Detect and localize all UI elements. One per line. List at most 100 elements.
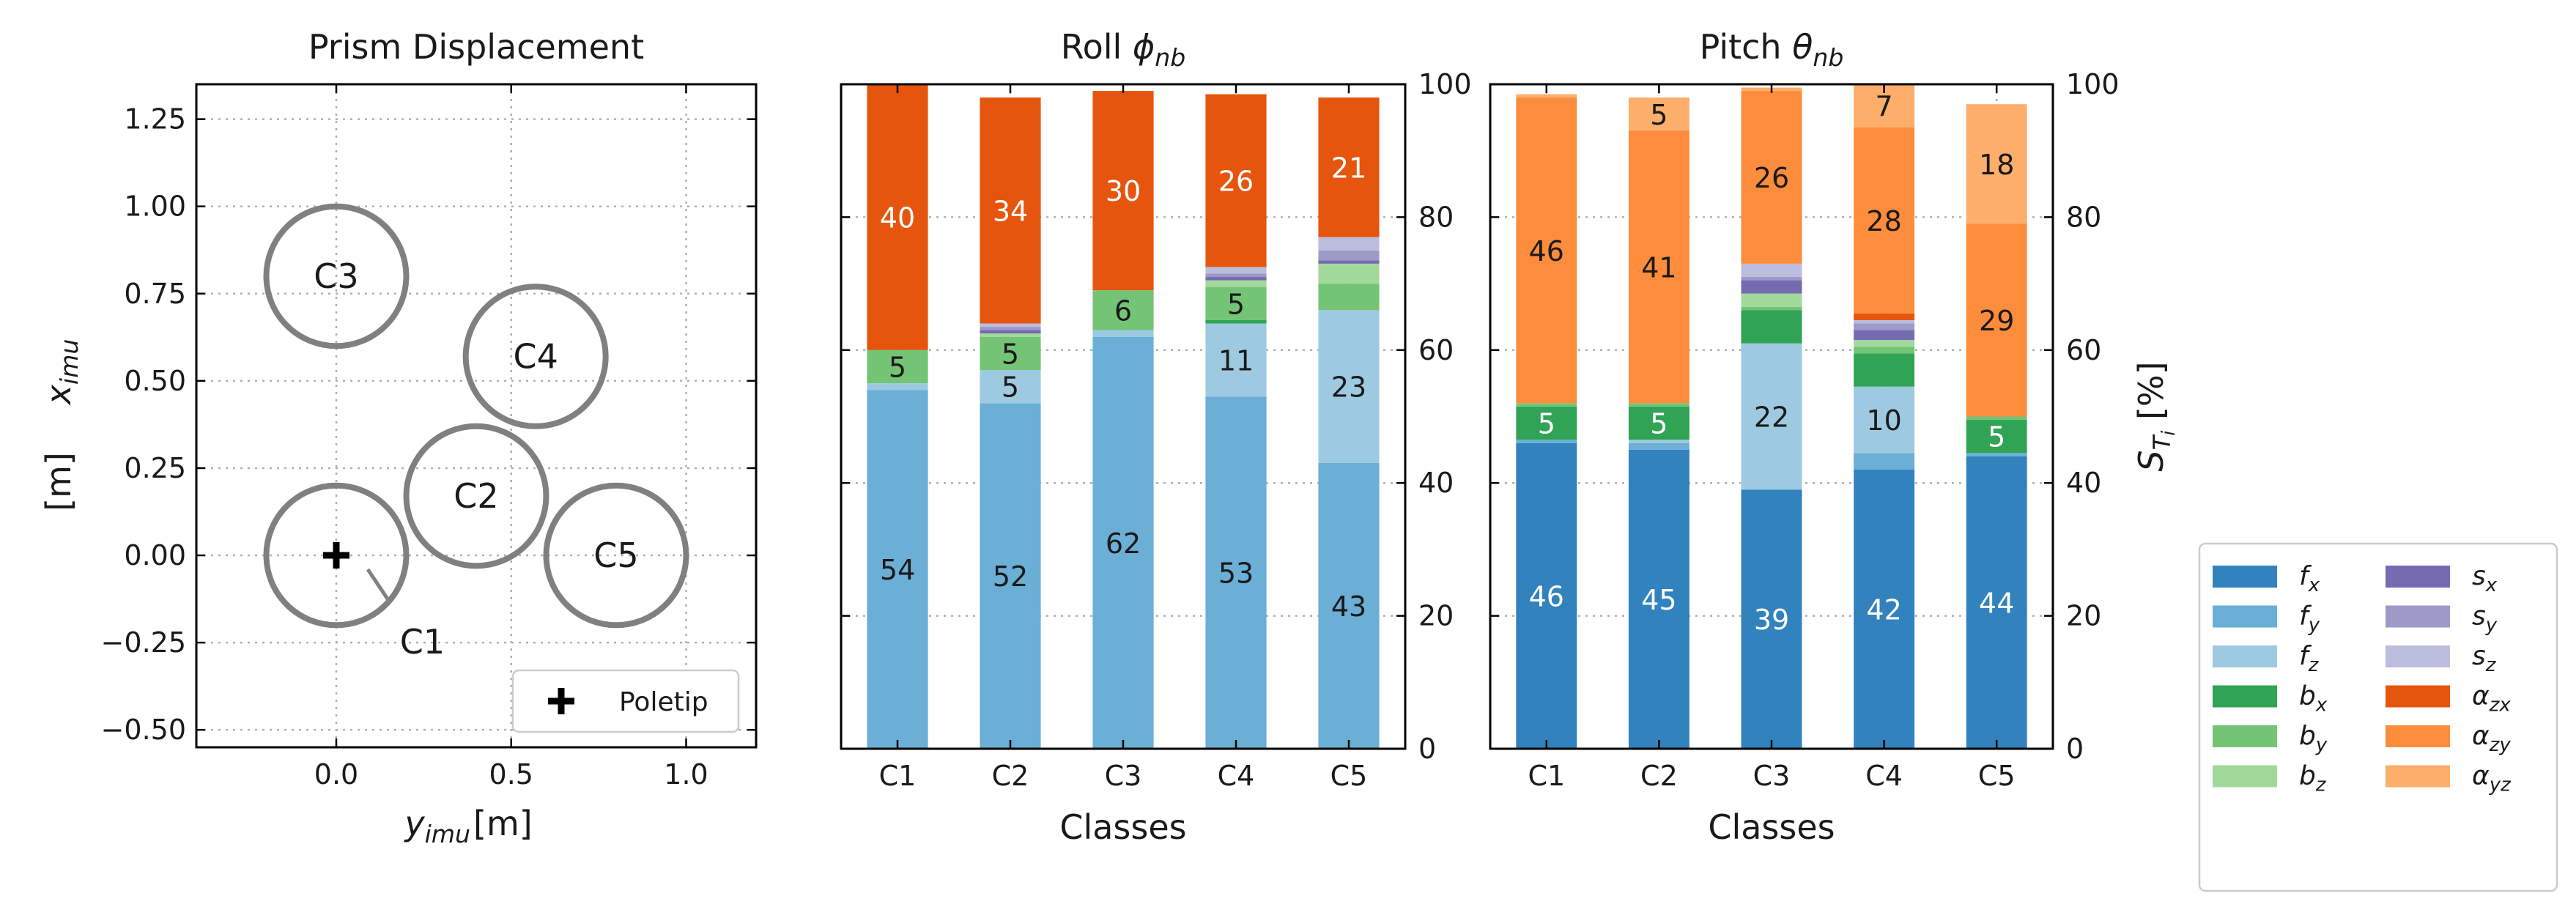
y-axis-label: STi [%] <box>2131 361 2179 471</box>
bar-label-alpha_yz-c2: 5 <box>1650 99 1668 131</box>
x-tick-label: 0.5 <box>489 758 533 791</box>
legend-swatch-b-y <box>2213 725 2277 747</box>
bar-f_y-c1 <box>1516 440 1577 443</box>
legend-box <box>2198 542 2558 892</box>
bar-alpha_zx-c1 <box>867 84 928 350</box>
bar-alpha_zy-c1 <box>1516 97 1577 404</box>
legend-swatch-s-z <box>2386 645 2450 667</box>
bar-alpha_zx-c4 <box>1205 94 1267 267</box>
chart-title: Prism Displacement <box>308 27 644 67</box>
legend-swatch-b-x <box>2213 685 2277 708</box>
bar-label-f_x-c4: 42 <box>1866 594 1901 626</box>
x-tick-label: C3 <box>1105 760 1142 792</box>
circle-c1 <box>263 482 410 629</box>
bar-label-f_z-c3: 22 <box>1754 401 1789 434</box>
circle-label-c2: C2 <box>454 476 498 516</box>
bar-f_y-c1 <box>867 390 928 749</box>
bar-b_y-c1 <box>1516 403 1577 407</box>
bar-label-b_x-c2: 5 <box>1650 408 1668 440</box>
y-axis-label: ximu <box>39 339 84 407</box>
bar-s_x-c4 <box>1205 277 1267 281</box>
bar-label-f_z-c4: 10 <box>1866 404 1901 437</box>
bar-b_y-c2 <box>1628 403 1689 407</box>
bar-b_y-c5 <box>1318 284 1380 311</box>
chart-title: Pitch θnb <box>1700 27 1844 72</box>
bar-f_y-c5 <box>1318 462 1380 749</box>
bar-s_z-c3 <box>1741 263 1802 278</box>
bar-label-f_z-c2: 5 <box>1002 371 1019 404</box>
bar-label-f_x-c3: 39 <box>1754 604 1789 636</box>
bar-f_x-c4 <box>1854 470 1915 749</box>
x-axis-label: Classes <box>1708 807 1835 847</box>
axes-frame <box>195 83 758 749</box>
y-tick-label: 20 <box>1418 600 1454 632</box>
bar-alpha_zy-c4 <box>1854 127 1915 314</box>
bar-label-alpha_zy-c2: 41 <box>1641 251 1676 284</box>
bar-s_x-c5 <box>1318 260 1380 264</box>
circle-c2 <box>403 423 549 569</box>
legend-label-s-y: sy <box>2472 601 2498 637</box>
bar-f_y-c4 <box>1854 453 1915 470</box>
legend-label-s-z: sz <box>2472 641 2497 676</box>
y-tick-label: 0 <box>2066 733 2084 765</box>
bar-f_x-c1 <box>1516 443 1577 749</box>
bar-label-b_x-c1: 5 <box>1538 408 1555 440</box>
bar-b_z-c3 <box>1741 293 1802 307</box>
circle-label-c4: C4 <box>513 337 558 377</box>
legend-swatch-f-z <box>2213 645 2277 667</box>
bar-b_y-c4 <box>1854 347 1915 354</box>
y-tick-label: 0.50 <box>124 365 186 397</box>
y-tick-label: −0.50 <box>101 714 186 746</box>
legend-swatch-s-y <box>2386 605 2450 628</box>
bar-b_z-c4 <box>1205 280 1267 287</box>
bar-label-f_y-c1: 54 <box>880 554 915 586</box>
bar-s_y-c4 <box>1854 323 1915 330</box>
legend-poletip-marker <box>548 688 574 714</box>
bar-f_z-c3 <box>1741 343 1802 490</box>
legend-label-alpha-zx: αzx <box>2472 681 2511 717</box>
legend-swatch-alpha-yz <box>2386 765 2450 788</box>
circle-c4 <box>462 284 609 429</box>
bar-b_y-c3 <box>1741 306 1802 311</box>
bar-f_y-c5 <box>1966 453 2027 456</box>
x-axis-unit: [m] <box>473 804 533 843</box>
y-tick-label: 0 <box>1418 733 1436 765</box>
bar-s_x-c2 <box>980 330 1041 334</box>
bar-b_y-c4 <box>1205 286 1267 320</box>
bar-label-alpha_zx-c5: 21 <box>1331 152 1366 184</box>
bar-label-b_y-c1: 5 <box>889 351 906 383</box>
bar-label-f_y-c4: 53 <box>1218 558 1254 590</box>
bar-f_z-c4 <box>1854 386 1915 454</box>
circle-c3 <box>263 203 410 349</box>
bar-label-f_x-c5: 44 <box>1979 587 2014 619</box>
bar-label-alpha_zx-c2: 34 <box>993 195 1028 227</box>
y-tick-label: 0.00 <box>124 539 186 571</box>
bar-s_z-c5 <box>1318 237 1380 251</box>
bar-label-f_y-c2: 52 <box>993 560 1028 593</box>
bar-f_z-c3 <box>1092 330 1154 337</box>
bar-b_y-c5 <box>1966 416 2027 421</box>
bar-alpha_zy-c2 <box>1628 130 1689 404</box>
bar-s_z-c4 <box>1854 319 1915 324</box>
bar-label-f_x-c2: 45 <box>1641 584 1676 616</box>
bar-f_x-c5 <box>1966 456 2027 749</box>
x-tick-label: C1 <box>879 760 917 792</box>
bar-label-b_y-c3: 6 <box>1114 295 1132 327</box>
bar-s_x-c4 <box>1854 330 1915 341</box>
bar-b_z-c5 <box>1318 263 1380 284</box>
circle-label-c1: C1 <box>400 622 445 662</box>
bar-b_x-c3 <box>1741 310 1802 344</box>
bar-label-f_y-c3: 62 <box>1106 527 1141 560</box>
y-tick-label: −0.25 <box>101 626 186 659</box>
bar-label-alpha_zy-c5: 29 <box>1979 305 2014 337</box>
y-tick-label: 40 <box>2066 467 2101 499</box>
legend-swatch-f-y <box>2213 605 2277 628</box>
legend-label-b-y: by <box>2299 721 2328 756</box>
bar-alpha_zx-c5 <box>1318 97 1380 237</box>
x-tick-label: C5 <box>1330 760 1368 792</box>
bar-label-alpha_zy-c3: 26 <box>1754 162 1789 194</box>
bar-label-alpha_zx-c1: 40 <box>880 201 915 234</box>
